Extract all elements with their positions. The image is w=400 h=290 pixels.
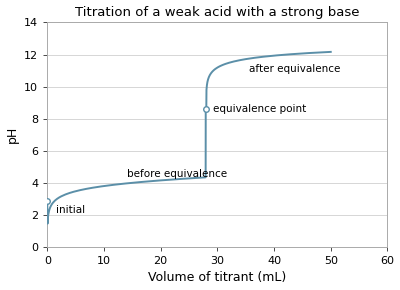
Text: initial: initial: [56, 205, 85, 215]
Text: after equivalence: after equivalence: [248, 64, 340, 74]
Y-axis label: pH: pH: [6, 126, 18, 143]
X-axis label: Volume of titrant (mL): Volume of titrant (mL): [148, 271, 286, 284]
Title: Titration of a weak acid with a strong base: Titration of a weak acid with a strong b…: [75, 6, 360, 19]
Text: before equivalence: before equivalence: [127, 169, 227, 179]
Text: equivalence point: equivalence point: [213, 104, 306, 114]
